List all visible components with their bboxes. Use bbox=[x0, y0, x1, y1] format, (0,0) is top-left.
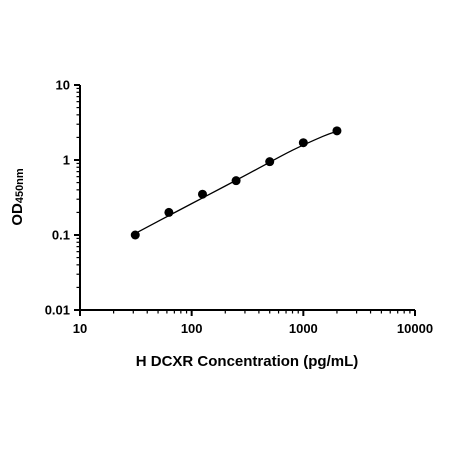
data-point bbox=[197, 189, 207, 199]
data-points bbox=[130, 126, 342, 240]
y-tick-label: 10 bbox=[56, 78, 70, 93]
fit-curve bbox=[134, 130, 338, 234]
x-tick-label: 1000 bbox=[289, 321, 318, 336]
data-point bbox=[265, 157, 275, 167]
y-axis-title-subscript: 450nm bbox=[14, 168, 26, 203]
x-tick-label: 100 bbox=[181, 321, 203, 336]
y-axis-title: OD450nm bbox=[9, 168, 26, 226]
y-tick-label: 1 bbox=[63, 153, 70, 168]
axes bbox=[79, 85, 415, 311]
ticks: 10 100 1000 10000 0.01 0.1 1 10 bbox=[45, 78, 433, 337]
y-axis-title-main: OD bbox=[9, 203, 26, 226]
x-tick-label: 10 bbox=[73, 321, 87, 336]
y-tick-label: 0.01 bbox=[45, 303, 70, 318]
x-tick-label: 10000 bbox=[397, 321, 433, 336]
y-tick-label: 0.1 bbox=[52, 228, 70, 243]
data-point bbox=[298, 138, 308, 148]
data-point bbox=[231, 176, 241, 186]
data-point bbox=[332, 126, 342, 136]
fit-curve-group bbox=[134, 130, 338, 234]
data-point bbox=[164, 207, 174, 217]
data-point bbox=[130, 230, 140, 240]
x-axis-title: H DCXR Concentration (pg/mL) bbox=[136, 353, 359, 370]
